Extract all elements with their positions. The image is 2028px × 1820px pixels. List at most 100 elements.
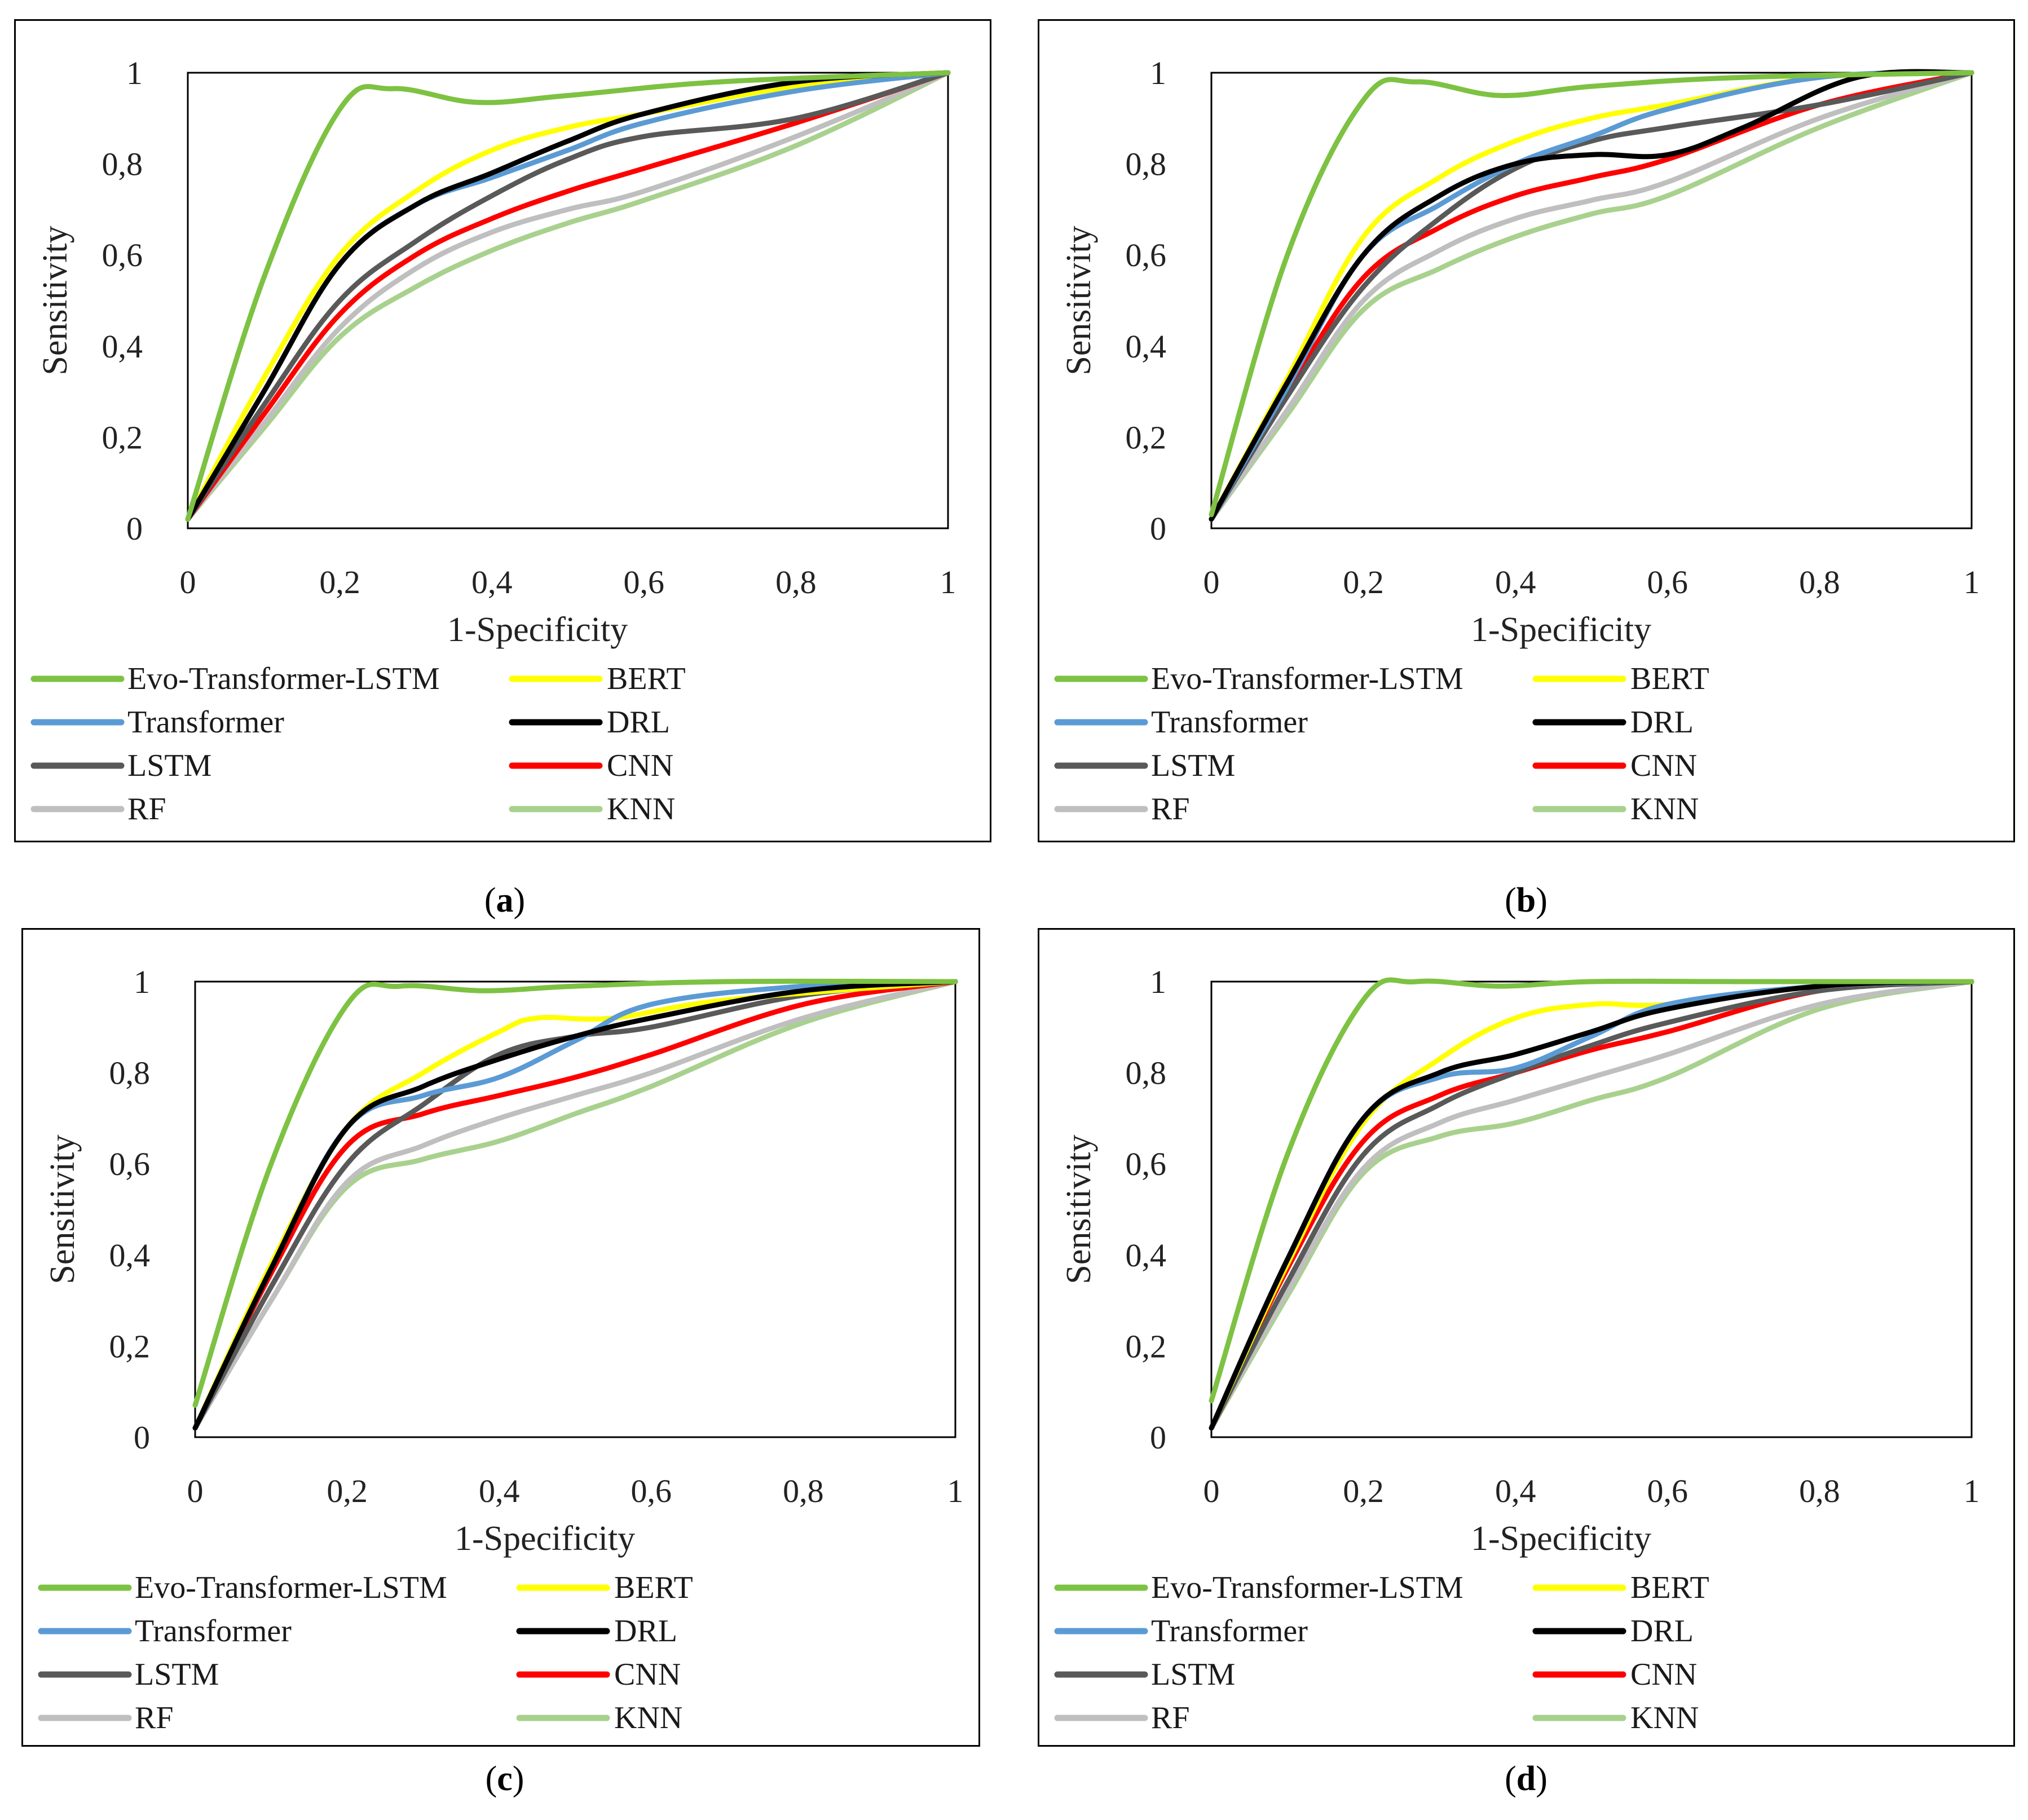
- y-tick-label: 0,6: [1126, 237, 1167, 273]
- roc-chart-svg: 0 0,2 0,4 0,6 0,8 1 0 0,2 0,4 0,6 0,8 1 1-Specificit…: [30, 55, 956, 827]
- plot-area-frame: [187, 72, 949, 529]
- legend-label: CNN: [607, 748, 673, 783]
- series-line-rf: [192, 979, 958, 1431]
- y-tick-label: 0,6: [1126, 1146, 1167, 1182]
- x-tick-label: 0: [180, 564, 196, 600]
- x-tick-label: 0,8: [1799, 1473, 1840, 1509]
- series-line-cnn: [192, 979, 958, 1431]
- series-line-evo-transformer-lstm: [1209, 977, 1974, 1403]
- y-tick-label: 0,8: [109, 1055, 151, 1092]
- legend-label: LSTM: [1151, 748, 1235, 783]
- y-tick-label: 0,8: [1126, 146, 1167, 183]
- x-axis-title: 1-Specificity: [1471, 611, 1651, 649]
- legend-label: Transformer: [135, 1614, 292, 1649]
- legend-label: DRL: [607, 705, 670, 740]
- caption-d: (d): [1505, 1760, 1548, 1798]
- chart-panel-a: 0 0,2 0,4 0,6 0,8 1 0 0,2 0,4 0,6 0,8 1 1-Specificit…: [14, 19, 991, 842]
- y-tick-label: 0: [134, 1419, 150, 1456]
- legend-label: Transformer: [127, 705, 284, 740]
- legend-label: DRL: [614, 1614, 677, 1649]
- roc-chart-svg: 0 0,2 0,4 0,6 0,8 1 0 0,2 0,4 0,6 0,8 1 1-Specificit…: [1054, 55, 1980, 827]
- y-tick-label: 0,8: [102, 146, 143, 183]
- series-line-lstm: [185, 70, 951, 522]
- y-tick-label: 1: [134, 964, 150, 1000]
- x-tick-label: 0: [1203, 1473, 1220, 1509]
- x-tick-label: 0,4: [1495, 564, 1536, 600]
- legend-label: DRL: [1630, 1614, 1694, 1649]
- chart-panel-d: 0 0,2 0,4 0,6 0,8 1 0 0,2 0,4 0,6 0,8 1 1-Specificit…: [1038, 928, 2015, 1747]
- legend-label: Transformer: [1151, 705, 1308, 740]
- y-tick-label: 0: [1150, 510, 1166, 547]
- legend-label: LSTM: [127, 748, 211, 783]
- x-tick-label: 0,6: [624, 564, 665, 600]
- x-tick-label: 0: [1203, 564, 1220, 600]
- legend-label: RF: [1151, 1700, 1190, 1735]
- legend-label: LSTM: [1151, 1657, 1235, 1692]
- x-tick-label: 0,2: [319, 564, 360, 600]
- legend-label: KNN: [614, 1700, 682, 1735]
- plot-area-frame: [1210, 72, 1973, 529]
- x-tick-label: 0,2: [1343, 564, 1384, 600]
- series-line-drl: [192, 979, 958, 1431]
- y-tick-label: 0: [126, 510, 143, 547]
- series-line-cnn: [185, 70, 951, 522]
- y-tick-label: 0: [1150, 1419, 1166, 1456]
- caption-a: (a): [484, 881, 526, 920]
- x-tick-label: 0,6: [631, 1473, 672, 1509]
- y-tick-label: 0,4: [102, 328, 143, 365]
- legend-label: BERT: [607, 661, 686, 696]
- y-tick-label: 1: [126, 55, 143, 91]
- series-line-drl: [1209, 979, 1974, 1431]
- caption-b: (b): [1505, 881, 1548, 920]
- x-tick-label: 0,8: [783, 1473, 824, 1509]
- x-axis-title: 1-Specificity: [447, 611, 628, 649]
- chart-panel-b: 0 0,2 0,4 0,6 0,8 1 0 0,2 0,4 0,6 0,8 1 1-Specificit…: [1038, 19, 2015, 842]
- series-line-evo-transformer-lstm: [185, 70, 951, 522]
- series-line-evo-transformer-lstm: [1209, 70, 1974, 518]
- series-line-rf: [1209, 70, 1974, 522]
- x-tick-label: 0,8: [1799, 564, 1840, 600]
- x-axis-title: 1-Specificity: [455, 1519, 635, 1558]
- x-tick-label: 1: [947, 1473, 964, 1509]
- legend-label: Evo-Transformer-LSTM: [1151, 1570, 1463, 1605]
- series-line-lstm: [1209, 70, 1974, 522]
- legend-label: RF: [127, 792, 166, 827]
- series-line-drl: [1209, 69, 1974, 522]
- y-axis-title: Sensitivity: [36, 226, 74, 375]
- series-line-bert: [185, 70, 951, 522]
- series-line-knn: [1209, 70, 1974, 522]
- legend-label: BERT: [1630, 1570, 1709, 1605]
- series-line-knn: [185, 70, 951, 522]
- legend-label: RF: [1151, 792, 1190, 827]
- legend-label: Evo-Transformer-LSTM: [135, 1570, 447, 1605]
- y-axis-title: Sensitivity: [1060, 1134, 1098, 1284]
- legend-label: KNN: [1630, 1700, 1699, 1735]
- y-axis-title: Sensitivity: [43, 1134, 82, 1284]
- y-tick-label: 0,4: [1126, 328, 1167, 365]
- x-tick-label: 0,2: [1343, 1473, 1384, 1509]
- y-tick-label: 0,4: [1126, 1237, 1167, 1274]
- y-tick-label: 0,6: [102, 237, 143, 273]
- legend-label: CNN: [614, 1657, 681, 1692]
- plot-area-frame: [194, 980, 956, 1438]
- y-tick-label: 0,2: [1126, 419, 1167, 456]
- legend-label: CNN: [1630, 748, 1697, 783]
- series-line-evo-transformer-lstm: [192, 978, 958, 1408]
- y-tick-label: 0,2: [109, 1328, 151, 1364]
- series-line-drl: [185, 70, 951, 522]
- x-tick-label: 0,4: [1495, 1473, 1536, 1509]
- caption-c: (c): [485, 1760, 524, 1798]
- x-tick-label: 0,8: [775, 564, 817, 600]
- y-tick-label: 0,2: [1126, 1328, 1167, 1364]
- x-axis-title: 1-Specificity: [1471, 1519, 1651, 1558]
- legend-label: LSTM: [135, 1657, 219, 1692]
- series-line-rf: [185, 70, 951, 522]
- roc-chart-svg: 0 0,2 0,4 0,6 0,8 1 0 0,2 0,4 0,6 0,8 1 1-Specificit…: [38, 964, 964, 1735]
- x-tick-label: 0,4: [479, 1473, 520, 1509]
- x-tick-label: 1: [1964, 564, 1980, 600]
- legend-label: KNN: [607, 792, 675, 827]
- legend-label: BERT: [1630, 661, 1709, 696]
- legend-label: CNN: [1630, 1657, 1697, 1692]
- roc-chart-svg: 0 0,2 0,4 0,6 0,8 1 0 0,2 0,4 0,6 0,8 1 1-Specificit…: [1054, 964, 1980, 1735]
- legend-label: BERT: [614, 1570, 693, 1605]
